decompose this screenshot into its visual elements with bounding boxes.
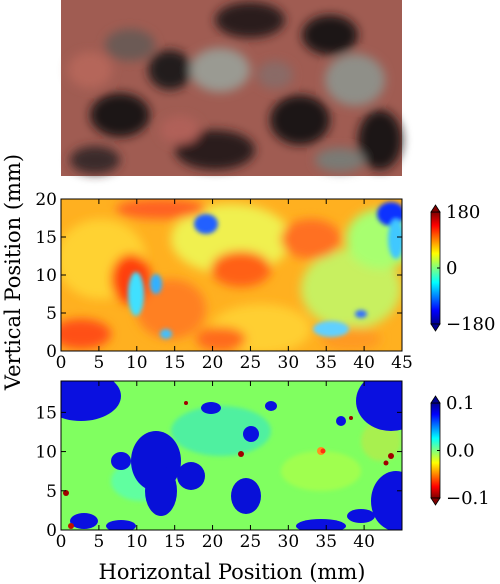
x-axis-label: Horizontal Position (mm) [99,560,366,584]
top-colorbar: 180 0 −180 [430,202,495,335]
bottom-xtick-label: 40 [353,532,375,552]
bottom-ytick-label: 5 [46,482,57,502]
bottom-colorbar-tick-label: −0.1 [446,488,490,509]
top-colorbar-ticks: 180 0 −180 [437,202,495,335]
bottom-axes: 0 5 10 15 20 25 30 35 40 0 5 10 15 [35,380,403,552]
top-xtick-label: 35 [315,353,337,373]
bottom-xtick-label: 35 [315,532,337,552]
bottom-xtick-label: 5 [93,532,104,552]
bottom-xtick-label: 0 [56,532,67,552]
top-ytick-label: 15 [35,228,57,248]
top-ytick-label: 20 [35,190,57,210]
bottom-colorbar-tick-label: 0.1 [446,393,475,414]
bottom-xtick-label: 20 [202,532,224,552]
photo-texture [68,2,402,174]
top-heatmap [61,199,402,351]
bottom-colorbar: 0.1 0.0 −0.1 [430,393,490,509]
bottom-ytick-label: 0 [46,521,57,541]
bottom-colorbar-tick-label: 0.0 [446,441,475,462]
top-axes: 0 5 10 15 20 25 30 35 40 45 0 5 10 15 20 [35,190,412,373]
bottom-ytick-label: 10 [35,443,57,463]
top-xtick-label: 0 [56,353,67,373]
bottom-ytick-label: 15 [35,403,57,423]
bottom-colorbar-ticks: 0.1 0.0 −0.1 [437,393,490,509]
top-colorbar-tick-label: −180 [446,314,495,335]
bottom-blue-regions [61,381,402,530]
top-xtick-label: 25 [240,353,262,373]
top-ytick-label: 5 [46,304,57,324]
bottom-frame [60,380,403,531]
bottom-red-spots [63,401,394,529]
top-xtick-label: 20 [202,353,224,373]
y-axis-label: Vertical Position (mm) [1,154,25,391]
photo-panel [61,0,402,176]
bottom-heatmap [61,381,402,530]
top-ytick-label: 10 [35,266,57,286]
top-xtick-label: 5 [93,353,104,373]
top-xtick-label: 30 [278,353,300,373]
top-colorbar-tick-label: 0 [446,258,457,279]
bottom-xtick-label: 25 [240,532,262,552]
bottom-xtick-label: 10 [126,532,148,552]
top-xtick-label: 15 [164,353,186,373]
bottom-xtick-label: 15 [164,532,186,552]
top-colorbar-tick-label: 180 [446,202,480,223]
top-xtick-label: 45 [391,353,413,373]
top-xtick-label: 10 [126,353,148,373]
bottom-xtick-label: 30 [278,532,300,552]
top-xtick-label: 40 [353,353,375,373]
top-ytick-label: 0 [46,342,57,362]
